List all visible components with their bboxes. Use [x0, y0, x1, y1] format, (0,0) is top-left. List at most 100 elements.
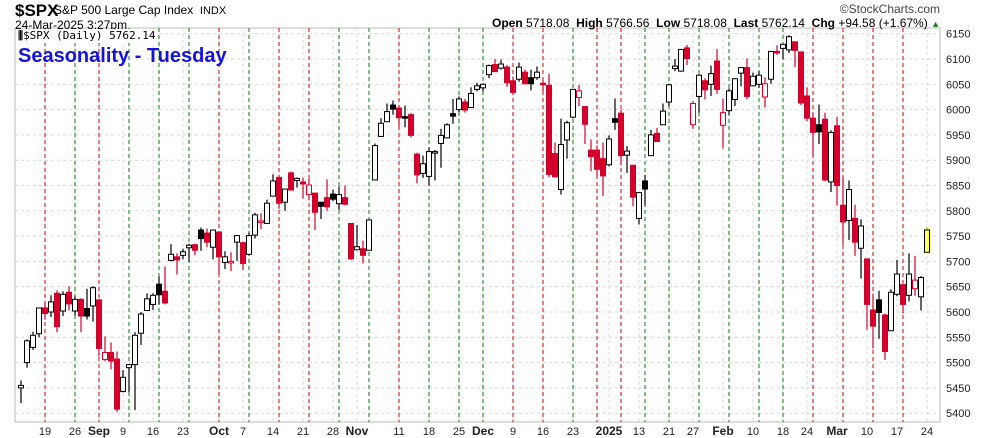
candle-hollow [366, 219, 372, 251]
candle-hollow [186, 244, 192, 249]
y-tick-label: 5600 [946, 307, 970, 319]
low-value: 5718.08 [683, 16, 727, 30]
candle-filled [288, 172, 294, 191]
candle-filled [204, 232, 210, 243]
x-tick-label: 28 [327, 426, 339, 438]
candle-filled [714, 60, 720, 90]
candle-hollow [150, 294, 156, 305]
x-tick-label: 9 [120, 426, 126, 438]
x-tick-label: 24 [921, 426, 933, 438]
candle-hollow [738, 67, 744, 74]
x-tick-label: 16 [537, 426, 549, 438]
candle-filled [702, 80, 708, 91]
candle-hollow [768, 50, 774, 80]
x-tick-label: 16 [147, 426, 159, 438]
candle-filled [402, 116, 408, 119]
exchange: INDX [199, 5, 227, 17]
candle-hollow [690, 103, 696, 126]
candle-filled [504, 66, 510, 84]
y-tick-label: 6000 [946, 105, 970, 117]
candle-hollow [18, 384, 24, 389]
candle-filled [588, 149, 594, 158]
candle-hollow [282, 188, 288, 203]
candle-hollow [606, 138, 612, 166]
candle-hollow [210, 229, 216, 248]
candle-filled [84, 307, 90, 317]
candle-hollow [558, 144, 564, 191]
candle-hollow [624, 150, 630, 156]
x-tick-label: 13 [633, 426, 645, 438]
candle-hollow [60, 293, 66, 312]
candle-hollow [858, 225, 864, 249]
candle-hollow [756, 74, 762, 85]
candle-hollow [444, 124, 450, 139]
x-tick-label: 24 [801, 426, 813, 438]
candle-hollow [660, 110, 666, 126]
candle-hollow [48, 301, 54, 313]
candle-filled [324, 197, 330, 208]
candle-hollow [786, 36, 792, 51]
candle-filled [42, 307, 48, 315]
x-tick-label: 21 [663, 426, 675, 438]
candle-filled [54, 292, 60, 328]
y-tick-label: 5400 [946, 408, 970, 420]
candle-hollow [258, 220, 264, 223]
candle-hollow [480, 83, 486, 89]
last-label: Last [733, 16, 759, 30]
candle-filled [330, 193, 336, 200]
candle-hollow [762, 83, 768, 98]
x-tick-label: 14 [267, 426, 279, 438]
candle-filled [96, 299, 102, 349]
candle-filled [600, 158, 606, 177]
candle-hollow [306, 184, 312, 196]
candle-filled [240, 242, 246, 264]
candle-hollow [72, 298, 78, 312]
candle-filled [342, 197, 348, 205]
x-tick-label: 23 [177, 426, 189, 438]
high-value: 5766.56 [606, 16, 650, 30]
y-tick-label: 5550 [946, 332, 970, 344]
x-tick-label: 17 [891, 426, 903, 438]
candle-hollow [294, 177, 300, 181]
x-tick-label: 25 [453, 426, 465, 438]
copyright[interactable]: ©StockCharts.com [839, 2, 940, 16]
x-tick-label: 19 [39, 426, 51, 438]
x-tick-month-label: Mar [826, 424, 848, 438]
y-tick-label: 5450 [946, 383, 970, 395]
series-legend: ⫼$SPX (Daily) 5762.14 [18, 29, 156, 43]
candle-filled [882, 314, 888, 352]
candle-hollow [750, 75, 756, 87]
candle-hollow [666, 84, 672, 103]
candle-hollow [456, 98, 462, 111]
candle-filled [804, 95, 810, 119]
candle-filled [276, 176, 282, 204]
candle-hollow [894, 273, 900, 295]
x-tick-label: 18 [777, 426, 789, 438]
y-tick-label: 6150 [946, 29, 970, 41]
candle-hollow [36, 307, 42, 335]
x-tick-label: 7 [240, 426, 246, 438]
candle-filled [360, 248, 366, 256]
x-tick-label: 27 [687, 426, 699, 438]
candle-filled [78, 298, 84, 317]
candle-hollow [468, 92, 474, 109]
candle-hollow [90, 287, 96, 307]
x-tick-month-label: Feb [712, 424, 733, 438]
x-tick-label: 9 [510, 426, 516, 438]
candle-hollow [570, 88, 576, 118]
candle-hollow [264, 202, 270, 224]
candle-hollow [498, 63, 504, 69]
candle-hollow [918, 277, 924, 298]
x-tick-label: 11 [393, 426, 404, 438]
candle-filled [108, 351, 114, 362]
candle-hollow [732, 78, 738, 100]
x-tick-month-label: 2025 [596, 424, 623, 438]
candle-hollow [720, 112, 726, 126]
candle-hollow [168, 253, 174, 261]
candle-hollow [828, 131, 834, 183]
candle-icon: ⫼ [18, 29, 24, 42]
plot-area [14, 27, 941, 423]
candle-filled [798, 51, 804, 104]
candle-filled [312, 192, 318, 213]
